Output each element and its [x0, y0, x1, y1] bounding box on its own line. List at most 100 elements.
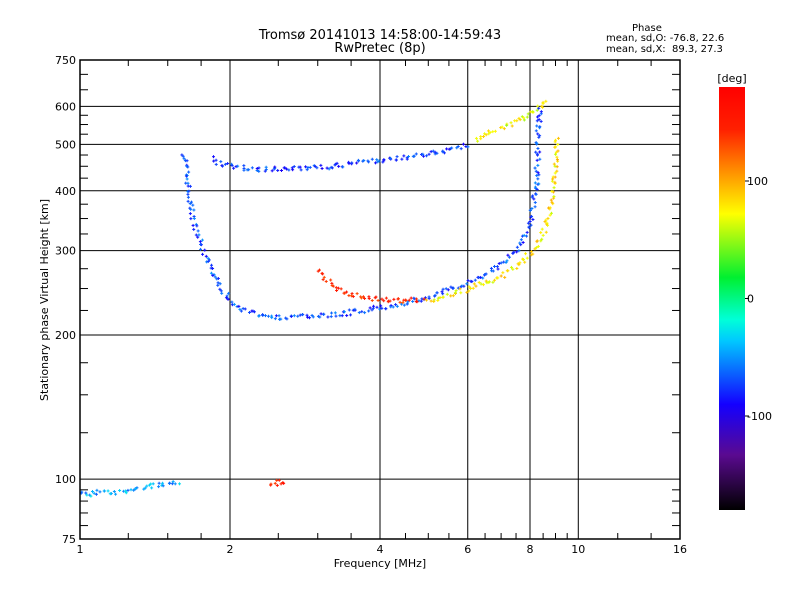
data-point — [367, 297, 371, 301]
data-point — [525, 256, 529, 260]
data-point — [211, 266, 215, 270]
data-point — [481, 283, 485, 287]
data-point — [407, 298, 411, 302]
data-point — [389, 305, 393, 309]
data-point — [272, 167, 276, 171]
data-point — [525, 115, 529, 119]
data-point — [411, 299, 415, 303]
data-point — [537, 182, 541, 186]
data-point — [551, 175, 555, 179]
data-point — [317, 268, 321, 272]
data-point — [292, 165, 296, 169]
data-point — [185, 164, 189, 168]
data-point — [435, 151, 439, 155]
data-point — [351, 295, 355, 299]
data-point — [412, 296, 416, 300]
data-point — [316, 269, 320, 273]
data-point — [319, 312, 323, 316]
data-point — [345, 290, 349, 294]
data-point — [524, 252, 528, 256]
data-point — [232, 166, 236, 170]
data-point — [220, 291, 224, 295]
data-point — [460, 284, 464, 288]
data-point — [195, 224, 199, 228]
data-point — [280, 168, 284, 172]
data-point — [214, 158, 218, 162]
data-point — [447, 147, 451, 151]
data-point — [327, 167, 331, 171]
data-point — [341, 165, 345, 169]
plot-frame — [79, 59, 681, 540]
data-point — [529, 110, 533, 114]
data-point — [79, 491, 83, 495]
data-point — [545, 221, 549, 225]
data-point — [533, 247, 537, 251]
data-point — [534, 246, 538, 250]
data-point — [333, 163, 337, 167]
data-point — [553, 171, 557, 175]
axes: 1 2 4 6 8 10 16 75 100 200 300 400 500 600 750 — [55, 54, 687, 556]
data-point — [186, 165, 190, 169]
data-point — [421, 152, 425, 156]
data-point — [381, 160, 385, 164]
data-point — [189, 207, 193, 211]
data-point — [536, 244, 540, 248]
data-point — [270, 169, 274, 173]
data-point — [247, 168, 251, 172]
data-point — [211, 273, 215, 277]
data-point — [449, 294, 453, 298]
data-point — [378, 307, 382, 311]
data-point — [538, 134, 542, 138]
data-point — [194, 233, 198, 237]
data-point — [537, 114, 541, 118]
data-point — [185, 177, 189, 181]
data-point — [196, 229, 200, 233]
data-point — [517, 116, 521, 120]
y-tick-label: 500 — [55, 138, 76, 151]
data-point — [459, 285, 463, 289]
data-point — [491, 130, 495, 134]
data-point — [170, 482, 174, 486]
data-point — [540, 237, 544, 241]
data-point — [188, 202, 192, 206]
data-point — [526, 221, 530, 225]
data-point — [449, 285, 453, 289]
data-point — [84, 491, 88, 495]
data-point — [405, 302, 409, 306]
data-point — [533, 205, 537, 209]
data-point — [538, 125, 542, 129]
data-point — [149, 482, 153, 486]
data-point — [552, 194, 556, 198]
data-point — [556, 149, 560, 153]
data-point — [531, 218, 535, 222]
data-point — [525, 234, 529, 238]
data-point — [535, 158, 539, 162]
data-point — [361, 295, 365, 299]
data-point — [456, 286, 460, 290]
data-point — [281, 481, 285, 485]
data-point — [526, 112, 530, 116]
data-point — [98, 490, 102, 494]
y-tick-label: 100 — [55, 473, 76, 486]
data-point — [335, 161, 339, 165]
data-point — [470, 280, 474, 284]
data-point — [353, 307, 357, 311]
data-point — [451, 294, 455, 298]
data-point — [520, 234, 524, 238]
data-point — [283, 166, 287, 170]
y-tick-label: 75 — [62, 533, 76, 546]
data-point — [194, 222, 198, 226]
data-point — [218, 287, 222, 291]
data-point — [216, 283, 220, 287]
data-point — [299, 168, 303, 172]
data-point — [499, 274, 503, 278]
data-point — [511, 267, 515, 271]
data-point — [539, 119, 543, 123]
data-point — [161, 484, 165, 488]
data-point — [363, 311, 367, 315]
chart-subtitle: RwPretec (8p) — [334, 41, 426, 56]
data-point — [186, 184, 190, 188]
data-point — [446, 288, 450, 292]
data-point — [484, 133, 488, 137]
data-point — [380, 306, 384, 310]
